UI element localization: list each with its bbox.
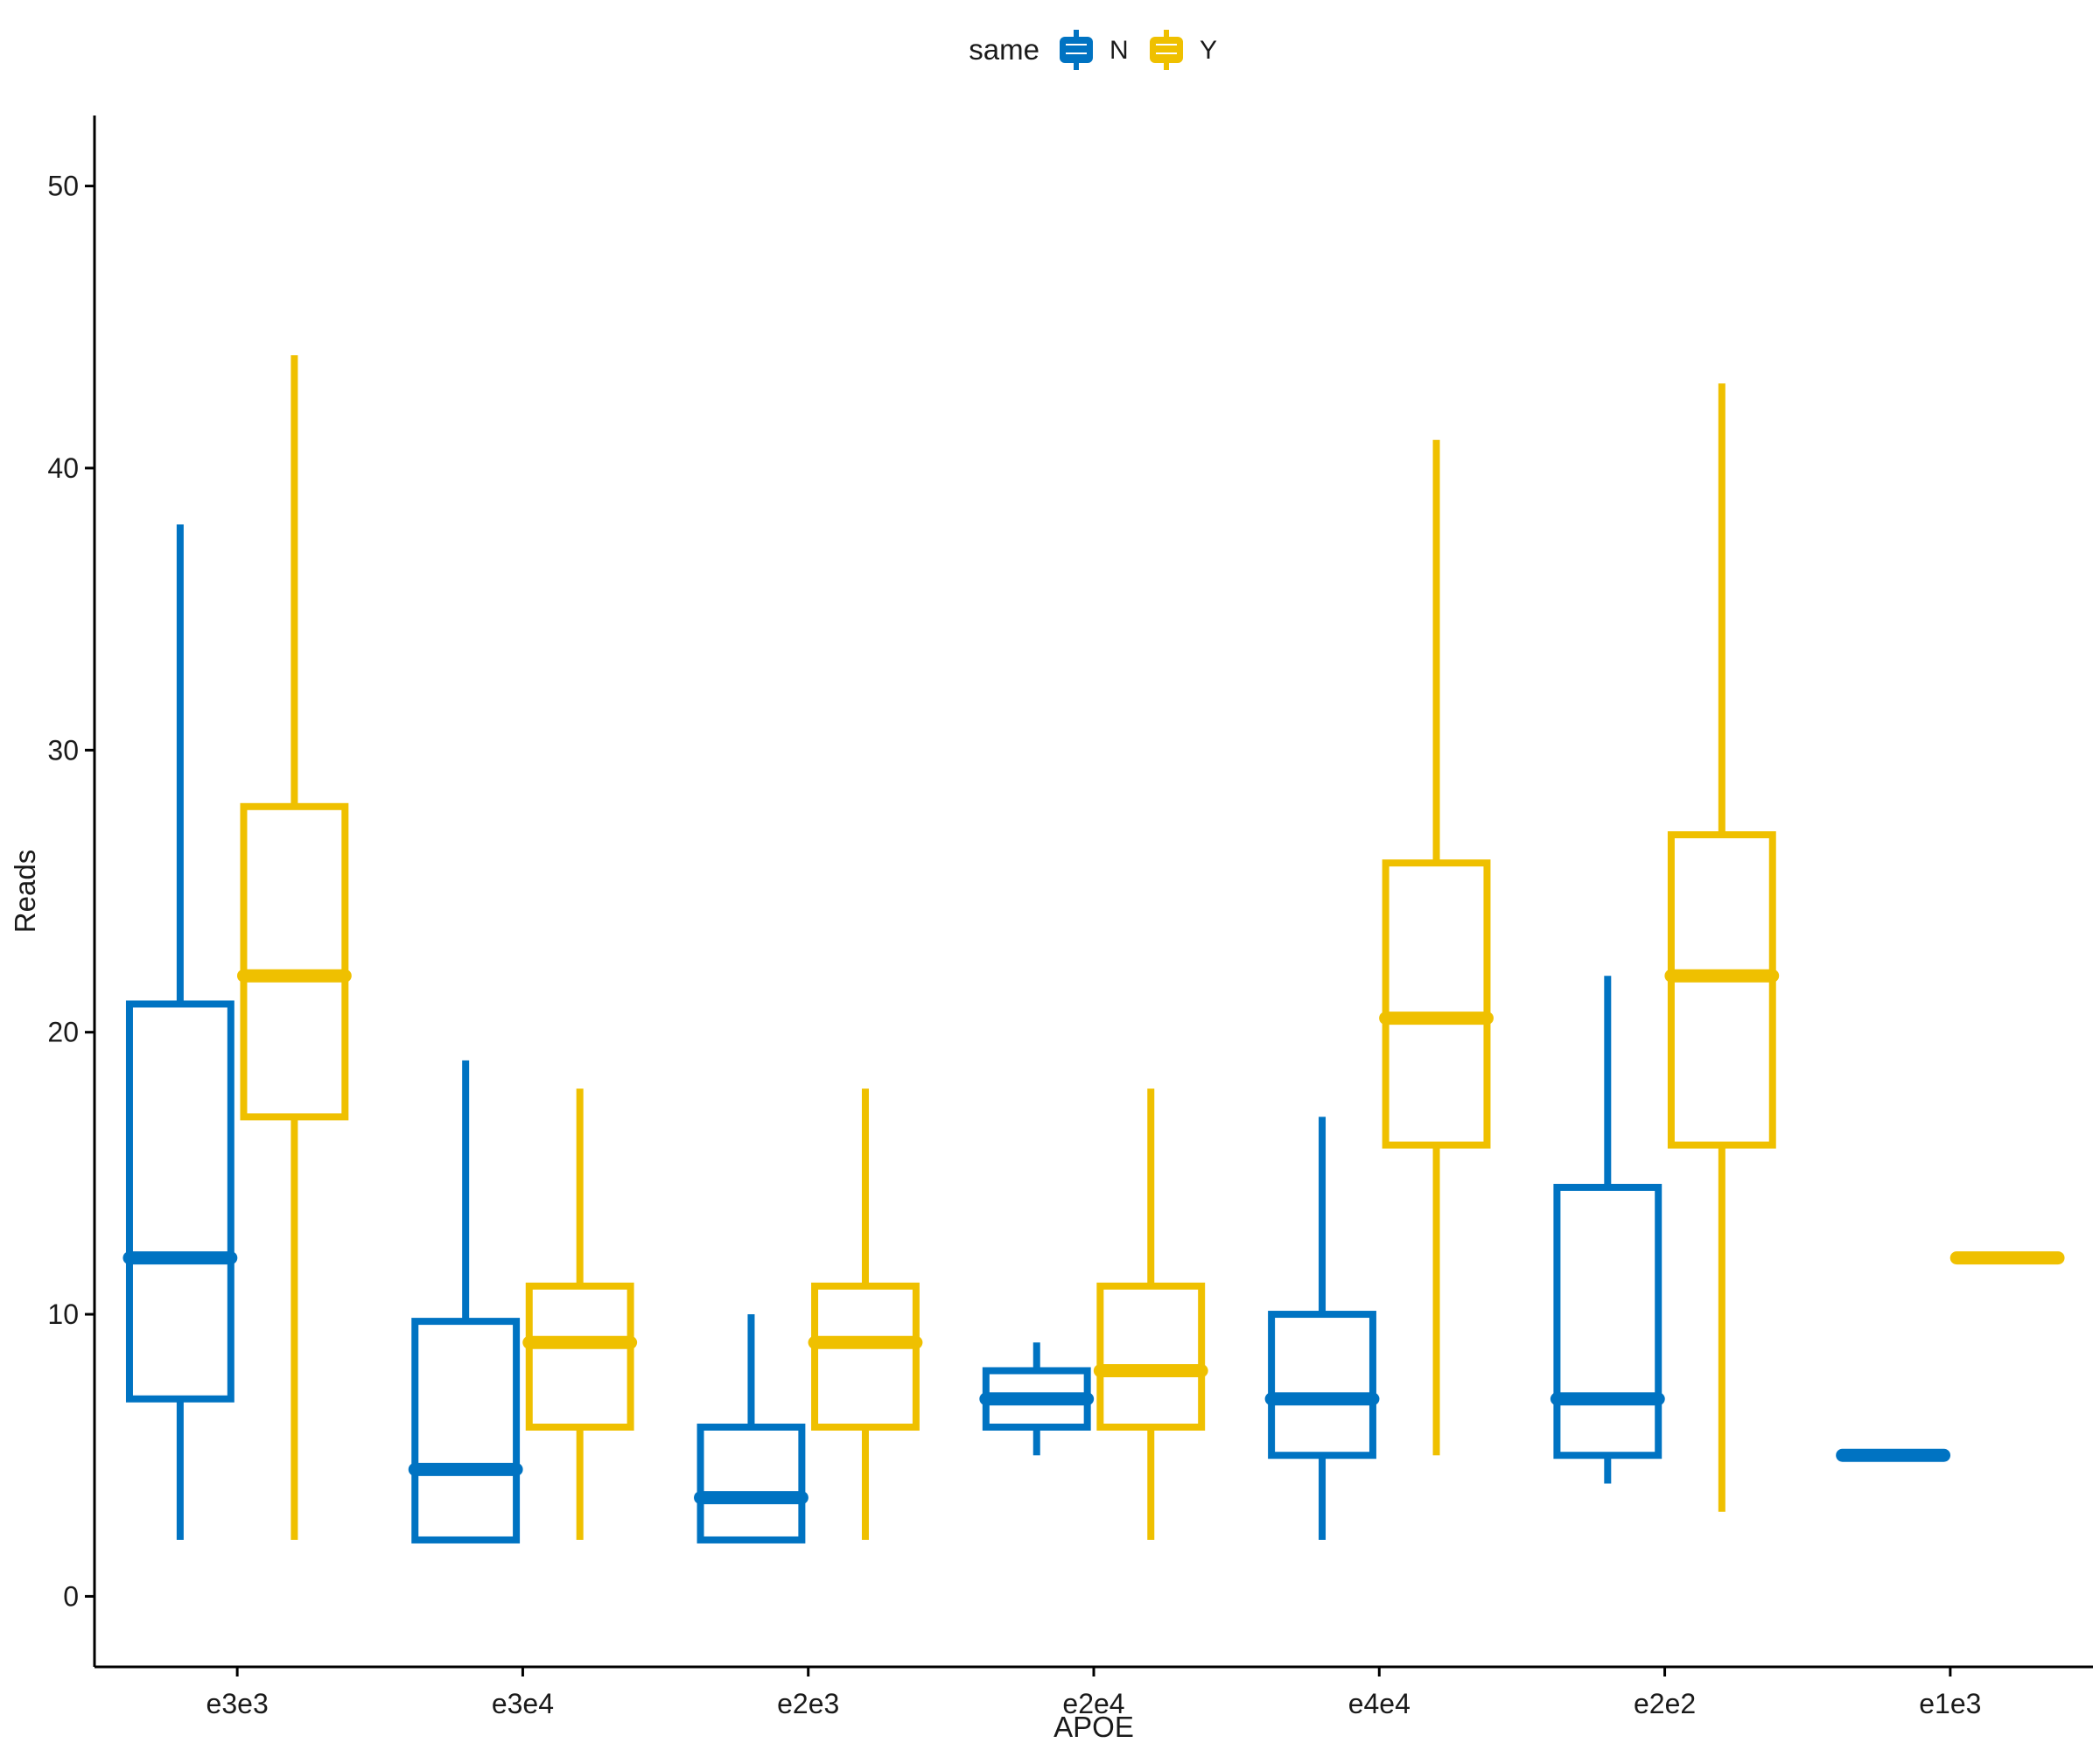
legend-key-box	[1060, 37, 1093, 63]
plot-area	[122, 355, 2065, 1544]
box-Y-e3e4	[522, 1088, 638, 1540]
axes: 0 10 20 30 40 50 e3e3 e3e4 e2e3 e2e4 e4e4 e2e2 e1e3	[47, 116, 2093, 1719]
box-N-e3e4	[408, 1060, 523, 1544]
x-tick-label: e2e3	[777, 1688, 839, 1719]
iqr-box	[1096, 1282, 1206, 1431]
y-axis-title: Reads	[9, 850, 41, 933]
series-N	[122, 524, 1951, 1544]
iqr-box	[125, 1000, 234, 1403]
box-Y-e2e4	[1093, 1088, 1208, 1540]
box-N-e2e3	[694, 1314, 808, 1544]
legend-key-box	[1150, 37, 1183, 63]
y-tick-label: 20	[47, 1017, 79, 1048]
box-Y-e3e3	[236, 355, 352, 1540]
legend-title: same	[969, 33, 1040, 66]
legend-label-N: N	[1110, 36, 1129, 65]
box-N-e3e3	[122, 524, 238, 1540]
legend-key-Y	[1150, 30, 1183, 70]
legend-label-Y: Y	[1200, 36, 1217, 65]
y-tick-label: 30	[47, 734, 79, 766]
iqr-box	[240, 802, 349, 1121]
y-tick-label: 10	[47, 1298, 79, 1330]
iqr-box	[1667, 831, 1776, 1149]
x-tick-label: e2e4	[1062, 1688, 1124, 1719]
box-N-e4e4	[1264, 1116, 1380, 1540]
x-tick-label: e2e2	[1634, 1688, 1696, 1719]
legend-key-N	[1060, 30, 1093, 70]
iqr-box	[525, 1282, 634, 1431]
box-N-e2e2	[1550, 976, 1665, 1484]
y-tick-label: 50	[47, 171, 79, 202]
iqr-box	[1382, 859, 1491, 1149]
y-tick-label: 0	[63, 1580, 79, 1612]
x-axis-title: APOE	[1054, 1711, 1134, 1743]
iqr-box	[1553, 1183, 1662, 1460]
x-tick-label: e1e3	[1919, 1688, 1981, 1719]
x-tick-label: e3e3	[206, 1688, 269, 1719]
x-tick-label: e3e4	[492, 1688, 554, 1719]
legend: same N Y	[969, 30, 1217, 70]
x-tick-label: e4e4	[1348, 1688, 1410, 1719]
iqr-box	[696, 1423, 806, 1544]
box-Y-e4e4	[1379, 439, 1494, 1456]
iqr-box	[1268, 1311, 1376, 1460]
y-tick-label: 40	[47, 452, 79, 484]
series-Y	[236, 355, 2065, 1540]
iqr-box	[411, 1318, 521, 1544]
box-Y-e2e3	[808, 1088, 923, 1540]
box-N-e2e4	[979, 1342, 1095, 1456]
iqr-box	[811, 1282, 920, 1431]
box-Y-e2e2	[1664, 383, 1780, 1512]
